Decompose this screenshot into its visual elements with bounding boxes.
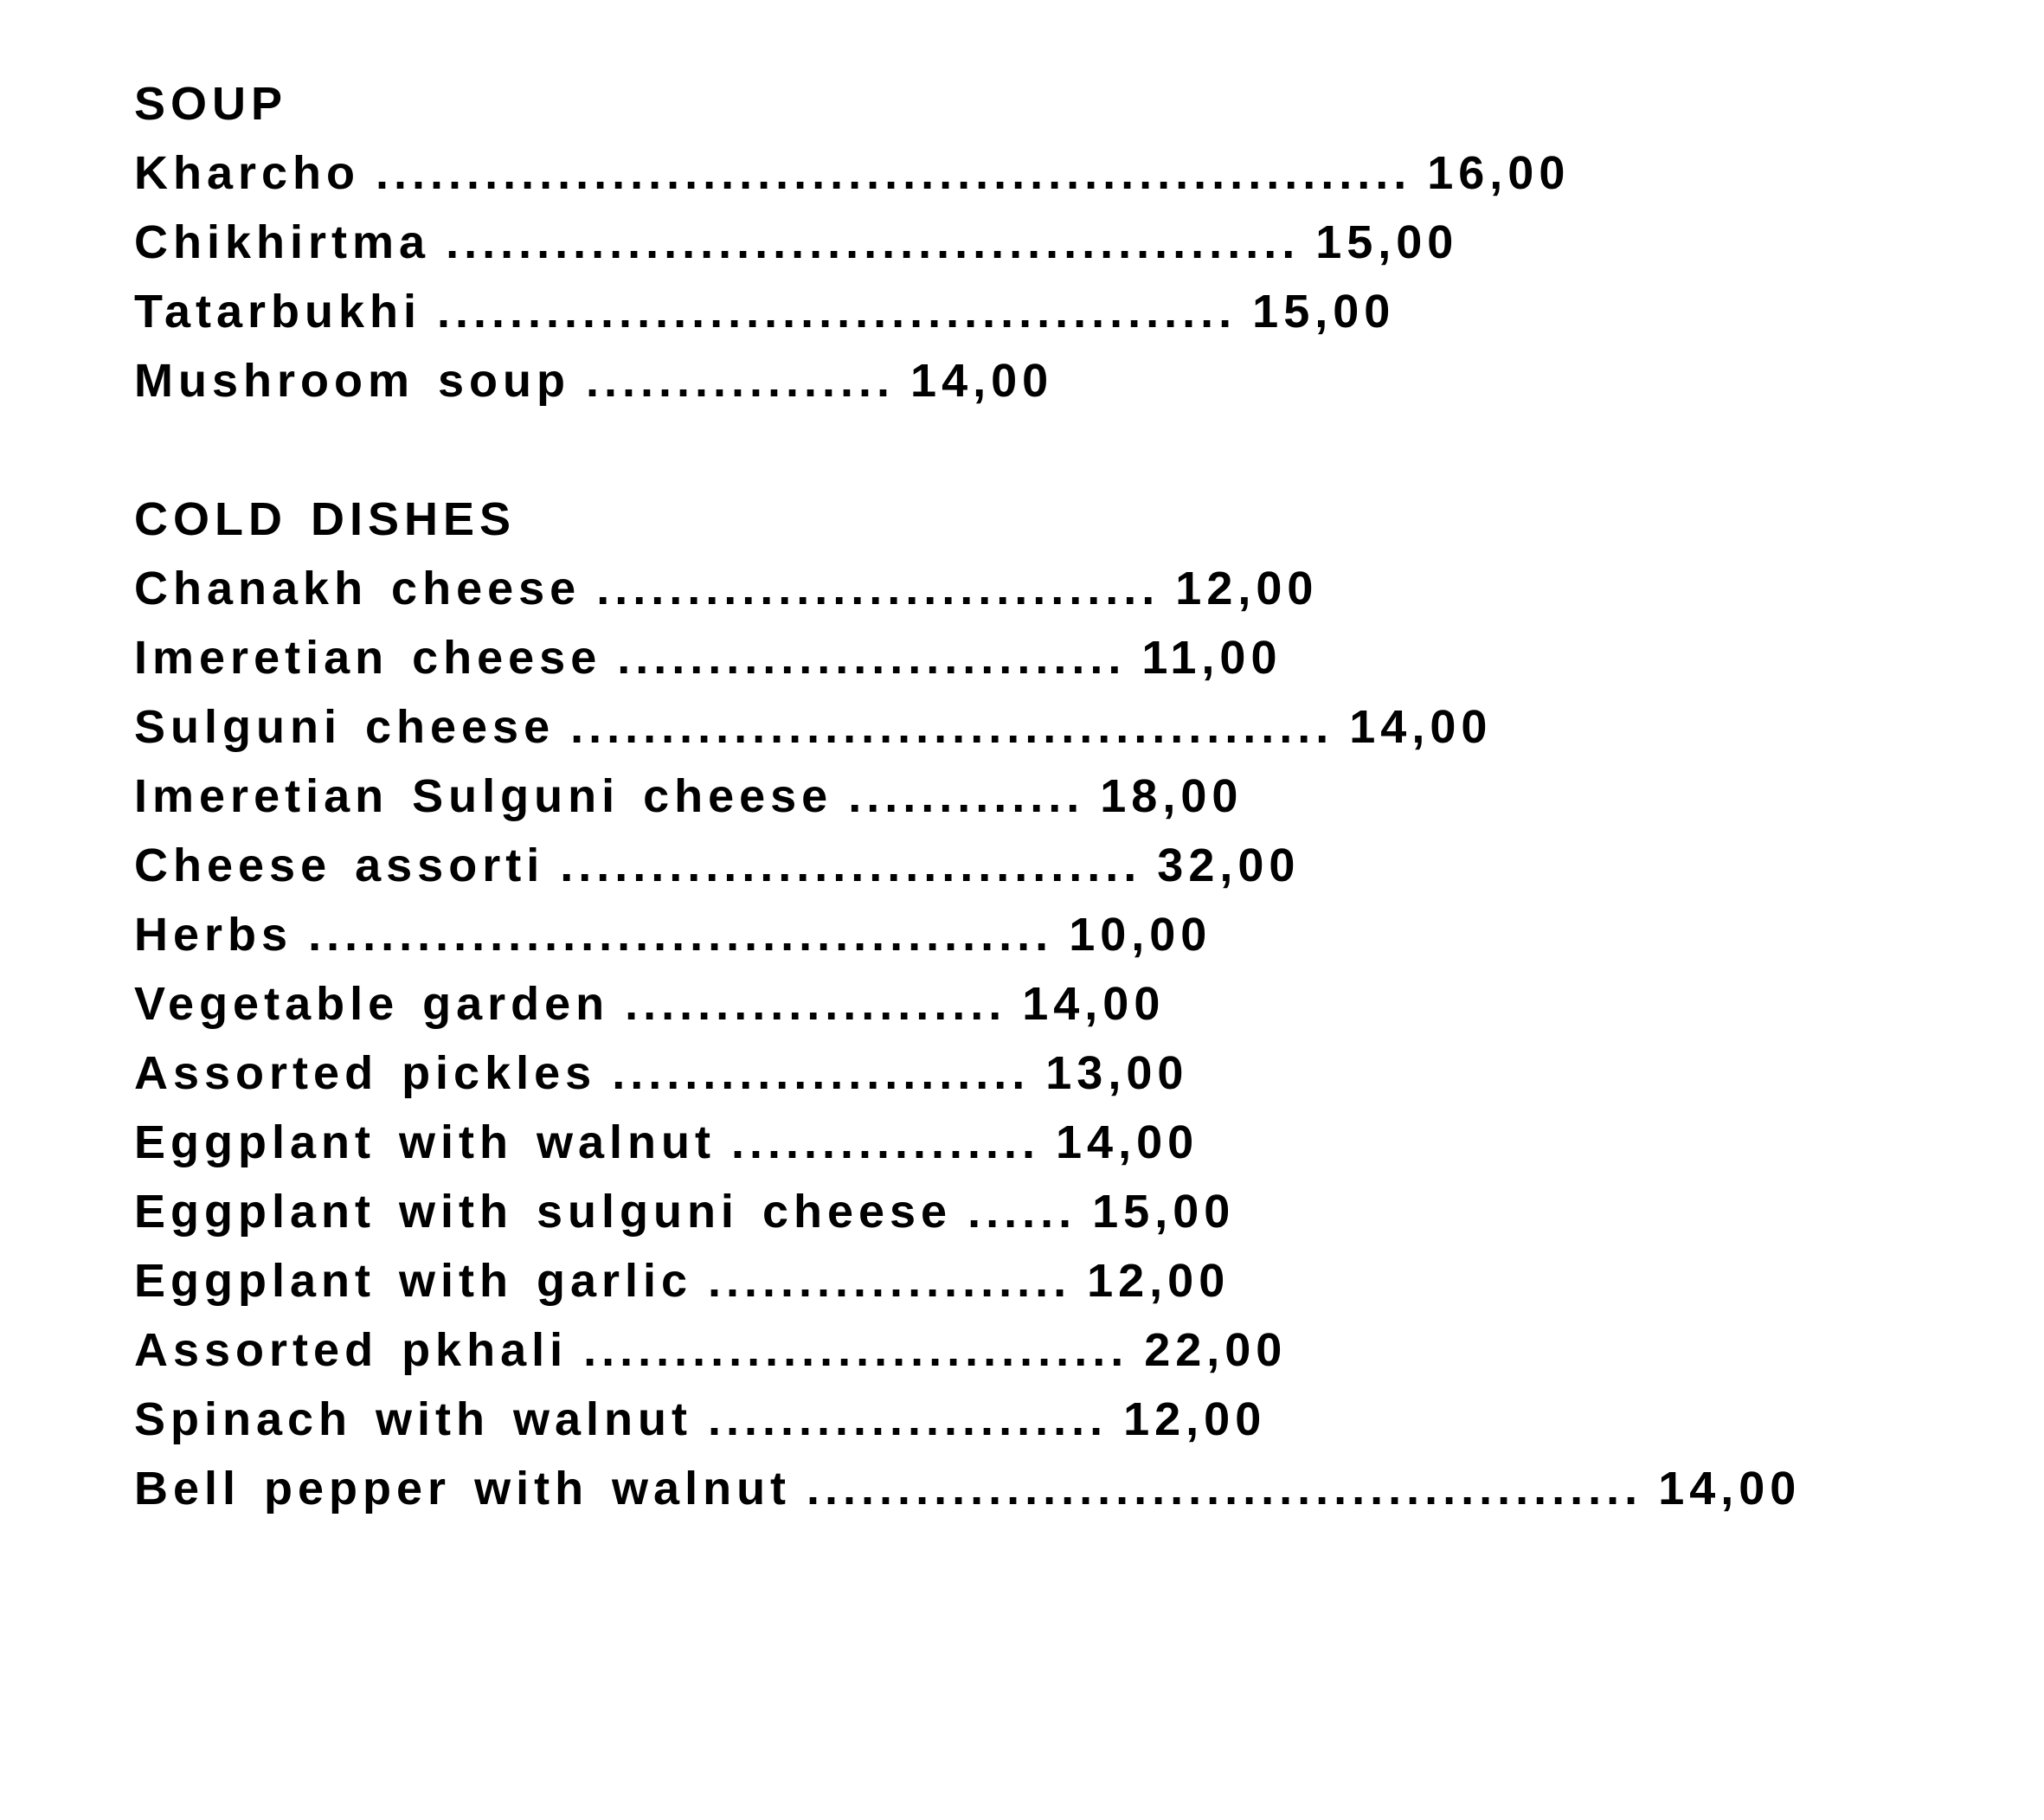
dot-leader: ...................... [708,1393,1109,1445]
item-name: Tatarbukhi [134,286,422,338]
menu-item-row: Kharcho.................................… [134,138,2009,208]
item-name: Vegetable garden [134,978,610,1030]
dot-leader: ............................ [617,632,1127,684]
item-name: Mushroom soup [134,355,570,407]
item-name: Eggplant with sulguni cheese [134,1186,953,1238]
item-price: 15,00 [1315,216,1459,268]
item-price: 15,00 [1252,286,1396,338]
menu-item-row: Imeretian Sulguni cheese............. 18,… [134,762,2009,831]
dot-leader: ........................................… [308,909,1054,961]
menu-item-row: Eggplant with sulguni cheese...... 15,00 [134,1177,2009,1246]
item-price: 11,00 [1141,632,1282,684]
menu-item-row: Assorted pickles....................... 1… [134,1039,2009,1108]
section-items: Kharcho.................................… [134,138,2009,415]
menu-item-row: Assorted pkhali.........................… [134,1315,2009,1385]
item-name: Kharcho [134,147,361,199]
item-price: 14,00 [1022,978,1166,1030]
item-name: Chanakh cheese [134,563,582,614]
item-price: 13,00 [1045,1047,1189,1099]
item-price: 32,00 [1157,839,1301,891]
item-name: Imeretian cheese [134,632,602,684]
dot-leader: ....................... [612,1047,1031,1099]
item-name: Spinach with walnut [134,1393,693,1445]
item-price: 16,00 [1427,147,1571,199]
dot-leader: ........................................… [570,701,1334,753]
menu-item-row: Eggplant with walnut................. 14,… [134,1108,2009,1177]
item-name: Bell pepper with walnut [134,1463,792,1515]
dot-leader: ........................................… [807,1463,1643,1515]
menu-item-row: Eggplant with garlic....................… [134,1246,2009,1315]
dot-leader: ............................... [596,563,1160,614]
menu-item-row: Sulguni cheese..........................… [134,692,2009,762]
dot-leader: ............. [848,770,1085,822]
dot-leader: ..................... [625,978,1007,1030]
dot-leader: ................................ [560,839,1142,891]
dot-leader: ...... [967,1186,1077,1238]
dot-leader: ........................................… [437,286,1237,338]
item-price: 22,00 [1144,1324,1288,1376]
item-name: Assorted pickles [134,1047,597,1099]
menu-item-row: Cheese assorti..........................… [134,831,2009,900]
menu-item-row: Bell pepper with walnut.................… [134,1454,2009,1523]
dot-leader: ................. [730,1116,1041,1168]
item-name: Assorted pkhali [134,1324,569,1376]
section-items: Chanakh cheese..........................… [134,554,2009,1523]
item-price: 14,00 [1658,1463,1802,1515]
menu-item-row: Mushroom soup................. 14,00 [134,346,2009,415]
item-price: 12,00 [1123,1393,1267,1445]
item-name: Imeretian Sulguni cheese [134,770,833,822]
dot-leader: ........................................… [446,216,1301,268]
item-name: Eggplant with walnut [134,1116,716,1168]
menu-item-row: Spinach with walnut.....................… [134,1385,2009,1454]
item-price: 15,00 [1092,1186,1236,1238]
item-name: Sulguni cheese [134,701,556,753]
item-name: Eggplant with garlic [134,1255,693,1307]
dot-leader: .............................. [583,1324,1129,1376]
menu-section: SOUP Kharcho............................… [134,69,2009,415]
section-title: COLD DISHES [134,493,517,545]
item-price: 14,00 [1349,701,1493,753]
menu-item-row: Tatarbukhi..............................… [134,277,2009,346]
menu-section: COLD DISHES Chanakh cheese..............… [134,485,2009,1523]
menu-item-row: Vegetable garden..................... 14,… [134,969,2009,1039]
section-title: SOUP [134,78,288,130]
item-price: 10,00 [1069,909,1212,961]
item-name: Cheese assorti [134,839,545,891]
menu-item-row: Imeretian cheese........................… [134,623,2009,692]
menu-item-row: Herbs...................................… [134,900,2009,969]
item-price: 14,00 [910,355,1054,407]
item-price: 12,00 [1175,563,1319,614]
menu-item-row: Chikhirtma..............................… [134,208,2009,277]
item-name: Chikhirtma [134,216,431,268]
menu-item-row: Chanakh cheese..........................… [134,554,2009,623]
item-price: 14,00 [1056,1116,1199,1168]
item-price: 18,00 [1100,770,1244,822]
dot-leader: .................... [708,1255,1072,1307]
item-name: Herbs [134,909,293,961]
item-price: 12,00 [1087,1255,1231,1307]
dot-leader: ................. [585,355,896,407]
dot-leader: ........................................… [376,147,1412,199]
